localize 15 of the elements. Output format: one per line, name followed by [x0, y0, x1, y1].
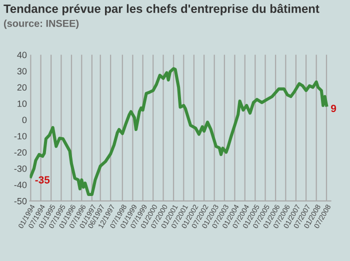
y-tick-label: 30 — [17, 68, 27, 74]
y-tick-label: 40 — [17, 52, 27, 58]
y-tick-label: 0 — [22, 116, 27, 124]
y-tick-label: 10 — [18, 100, 27, 107]
y-tick-label: -10 — [14, 132, 27, 140]
y-tick-label: -30 — [14, 165, 27, 172]
y-tick-label: -50 — [14, 198, 27, 204]
y-tick-label: -40 — [14, 182, 27, 188]
y-tick-label: 20 — [17, 84, 27, 91]
chart-title: Tendance prévue par les chefs d'entreprise du bâtiment — [4, 4, 320, 16]
annotation: -35 — [35, 176, 50, 184]
chart-subtitle: (source: INSEE) — [4, 20, 79, 29]
line-series — [30, 67, 328, 196]
y-tick-label: -20 — [14, 149, 27, 156]
annotation: 9 — [331, 104, 336, 112]
